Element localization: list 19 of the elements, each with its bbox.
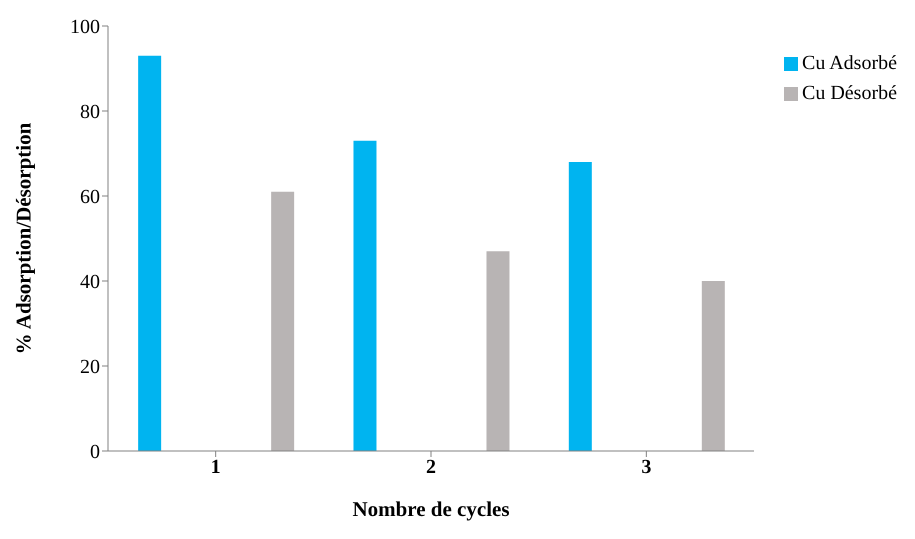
x-tick-label: 3 [641,456,652,478]
bar [486,251,510,451]
x-tick-label: 2 [426,456,436,478]
y-axis-title: % Adsorption/Désorption [11,122,36,354]
y-tick-label: 20 [80,356,100,378]
bar [568,162,592,451]
bar [353,140,376,451]
y-tick-label: 0 [90,441,100,464]
x-tick-label: 1 [210,456,221,478]
bar [138,56,162,451]
y-tick-label: 100 [70,16,100,38]
legend-label: Cu Désorbé [802,82,897,104]
y-tick-label: 40 [80,271,100,294]
y-tick-label: 60 [80,186,100,208]
x-axis-title: Nombre de cycles [352,496,510,521]
bar [271,192,294,451]
bar [702,281,725,451]
y-tick-label: 80 [80,101,100,124]
legend-label: Cu Adsorbé [802,52,897,74]
